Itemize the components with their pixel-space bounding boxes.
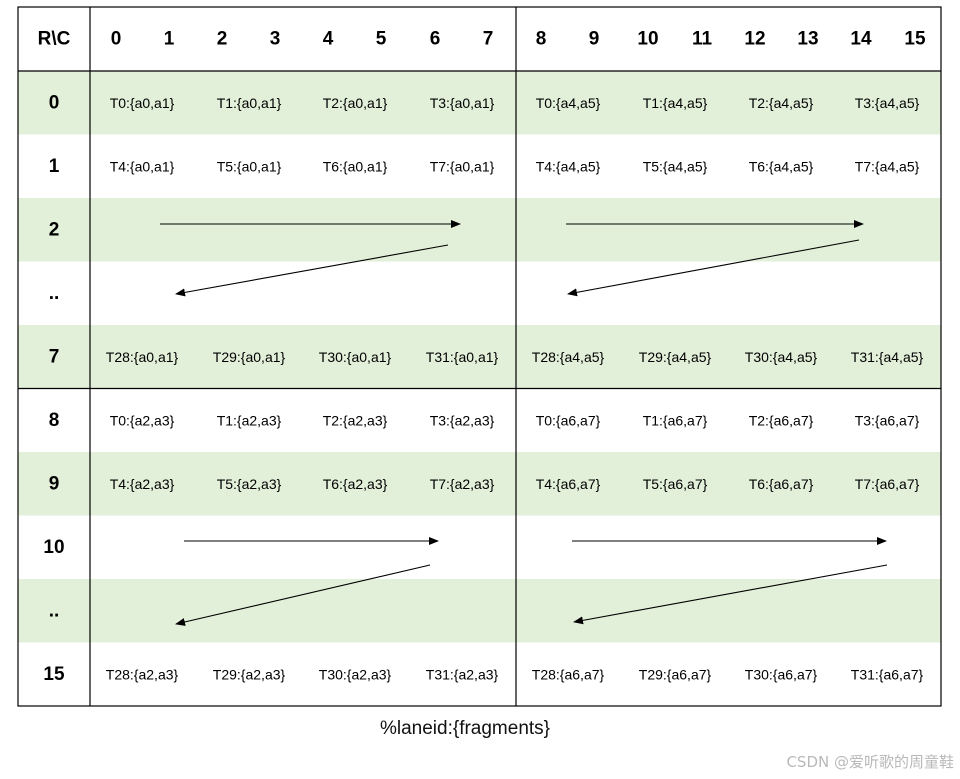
lane-cell: T28:{a6,a7} xyxy=(532,666,605,682)
row-label: 1 xyxy=(49,156,60,177)
column-header-4: 4 xyxy=(323,29,334,50)
row-label: 9 xyxy=(49,473,60,494)
row-label: 7 xyxy=(49,346,60,367)
lane-cell: T1:{a4,a5} xyxy=(643,95,708,111)
lane-cell: T30:{a2,a3} xyxy=(319,666,392,682)
lane-cell: T0:{a0,a1} xyxy=(110,95,175,111)
lane-cell: T3:{a0,a1} xyxy=(430,95,495,111)
flow-arrow xyxy=(567,239,860,297)
row-label: 2 xyxy=(49,219,60,240)
lane-cell: T2:{a6,a7} xyxy=(749,412,814,428)
column-header-12: 12 xyxy=(744,29,765,50)
lane-cell: T28:{a4,a5} xyxy=(532,349,605,365)
lane-cell: T30:{a4,a5} xyxy=(745,349,818,365)
row-label: 10 xyxy=(43,537,64,558)
lane-cell: T2:{a0,a1} xyxy=(323,95,388,111)
lane-cell: T7:{a6,a7} xyxy=(855,476,920,492)
watermark: CSDN @爱听歌的周童鞋 xyxy=(786,753,954,771)
column-header-5: 5 xyxy=(376,29,387,50)
lane-cell: T29:{a6,a7} xyxy=(639,666,712,682)
column-header-6: 6 xyxy=(430,29,441,50)
lane-cell: T5:{a6,a7} xyxy=(643,476,708,492)
lane-cell: T31:{a4,a5} xyxy=(851,349,924,365)
lane-cell: T6:{a6,a7} xyxy=(749,476,814,492)
lane-cell: T31:{a6,a7} xyxy=(851,666,924,682)
corner-label: R\C xyxy=(38,29,71,50)
lane-cell: T0:{a6,a7} xyxy=(536,412,601,428)
lane-cell: T3:{a2,a3} xyxy=(430,412,495,428)
lane-cell: T29:{a0,a1} xyxy=(213,349,286,365)
lane-cell: T4:{a4,a5} xyxy=(536,158,601,174)
lane-cell: T30:{a0,a1} xyxy=(319,349,392,365)
lane-cell: T29:{a4,a5} xyxy=(639,349,712,365)
column-header-14: 14 xyxy=(850,29,872,50)
lane-cell: T28:{a0,a1} xyxy=(106,349,179,365)
lane-cell: T1:{a0,a1} xyxy=(217,95,282,111)
column-header-3: 3 xyxy=(270,29,281,50)
row-label: 15 xyxy=(43,664,65,685)
column-header-11: 11 xyxy=(692,29,713,50)
column-header-13: 13 xyxy=(797,29,818,50)
figure-caption: %laneid:{fragments} xyxy=(379,718,551,739)
column-header-8: 8 xyxy=(536,29,547,50)
lane-cell: T5:{a0,a1} xyxy=(217,158,282,174)
lane-cell: T28:{a2,a3} xyxy=(106,666,179,682)
lane-cell: T2:{a4,a5} xyxy=(749,95,814,111)
lane-cell: T0:{a4,a5} xyxy=(536,95,601,111)
row-label: 0 xyxy=(49,92,60,113)
flow-arrow xyxy=(175,564,431,626)
row-label: .. xyxy=(49,283,60,304)
row-label: 8 xyxy=(49,410,60,431)
table-border xyxy=(17,6,942,707)
lane-cell: T5:{a4,a5} xyxy=(643,158,708,174)
lane-cell: T7:{a2,a3} xyxy=(430,476,495,492)
lane-cell: T31:{a2,a3} xyxy=(426,666,499,682)
column-header-0: 0 xyxy=(111,29,122,50)
row-label: .. xyxy=(49,600,60,621)
lane-cell: T4:{a2,a3} xyxy=(110,476,175,492)
row-band xyxy=(18,325,941,389)
lane-cell: T0:{a2,a3} xyxy=(110,412,175,428)
row-band xyxy=(18,579,941,643)
flow-arrow xyxy=(175,244,449,297)
lane-cell: T31:{a0,a1} xyxy=(426,349,499,365)
lane-cell: T6:{a2,a3} xyxy=(323,476,388,492)
lane-cell: T3:{a6,a7} xyxy=(855,412,920,428)
column-header-1: 1 xyxy=(164,29,175,50)
lane-cell: T30:{a6,a7} xyxy=(745,666,818,682)
lane-cell: T29:{a2,a3} xyxy=(213,666,286,682)
lane-cell: T1:{a2,a3} xyxy=(217,412,282,428)
lane-cell: T6:{a0,a1} xyxy=(323,158,388,174)
lane-cell: T4:{a0,a1} xyxy=(110,158,175,174)
lane-cell: T7:{a0,a1} xyxy=(430,158,495,174)
lane-cell: T1:{a6,a7} xyxy=(643,412,708,428)
lane-cell: T5:{a2,a3} xyxy=(217,476,282,492)
column-header-7: 7 xyxy=(483,29,494,50)
row-band xyxy=(18,71,941,135)
lane-cell: T3:{a4,a5} xyxy=(855,95,920,111)
column-header-10: 10 xyxy=(637,29,658,50)
lane-cell: T7:{a4,a5} xyxy=(855,158,920,174)
column-header-15: 15 xyxy=(904,29,926,50)
lane-cell: T4:{a6,a7} xyxy=(536,476,601,492)
column-header-9: 9 xyxy=(589,29,600,50)
column-header-2: 2 xyxy=(217,29,228,50)
lane-cell: T2:{a2,a3} xyxy=(323,412,388,428)
flow-arrow xyxy=(573,564,888,625)
lane-cell: T6:{a4,a5} xyxy=(749,158,814,174)
row-band xyxy=(18,198,941,262)
row-band xyxy=(18,452,941,516)
